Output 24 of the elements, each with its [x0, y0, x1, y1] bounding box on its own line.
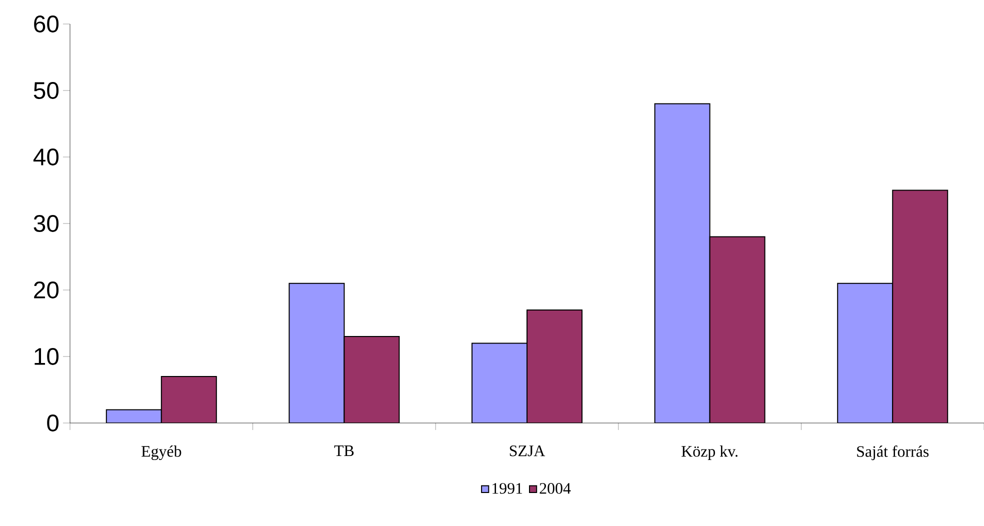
- x-tick-label: Közp kv.: [682, 446, 738, 460]
- y-tick-label: 0: [47, 414, 59, 432]
- bar: [472, 342, 528, 423]
- bar: [709, 236, 766, 423]
- x-tick-label: Egyéb: [141, 446, 182, 460]
- bar: [288, 282, 345, 423]
- y-tick-label: 30: [34, 215, 59, 232]
- legend-label: 1991: [492, 483, 522, 494]
- bar: [837, 282, 894, 423]
- y-tick-label: 40: [33, 148, 59, 166]
- y-tick-label: 60: [34, 16, 59, 32]
- x-tick-label: TB: [334, 446, 354, 456]
- bar: [654, 103, 710, 423]
- x-tick-label: SZJA: [510, 446, 546, 456]
- bar: [106, 410, 162, 423]
- y-tick-label: 50: [34, 82, 59, 99]
- y-tick-label: 20: [34, 282, 59, 298]
- bar: [344, 336, 400, 423]
- bar: [892, 190, 948, 423]
- bar: [160, 376, 217, 423]
- y-tick-label: 10: [34, 348, 59, 365]
- x-tick-label: Saját forrás: [857, 446, 929, 460]
- bar: [526, 309, 583, 423]
- legend-label: 2004: [540, 483, 571, 494]
